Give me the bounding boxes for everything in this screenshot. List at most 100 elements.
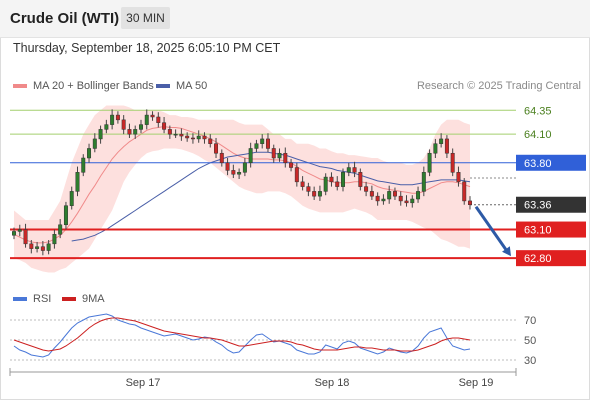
candle-body — [468, 200, 472, 205]
level-tag-62.80 — [516, 250, 586, 267]
x-tick-label: Sep 17 — [126, 377, 161, 389]
level-label-63.36: 63.36 — [524, 200, 552, 212]
candle-body — [381, 198, 386, 202]
candle-body — [225, 162, 230, 171]
candle-body — [358, 172, 363, 187]
candle-body — [196, 135, 201, 140]
rsi-swatch — [13, 297, 27, 301]
candle-body — [398, 195, 403, 202]
candle-body — [40, 246, 45, 251]
candle-body — [185, 135, 190, 139]
forecast-arrow-head — [502, 246, 511, 257]
candle-body — [444, 138, 449, 154]
rsi-ma-label: 9MA — [82, 293, 105, 305]
candle-body — [46, 243, 51, 251]
candle-body — [104, 124, 109, 130]
candle-body — [375, 195, 380, 202]
rsi-ma-line — [13, 317, 471, 352]
candle-body — [202, 135, 207, 140]
candle-body — [248, 148, 253, 164]
candle-body — [306, 186, 311, 192]
candle-body — [12, 231, 16, 236]
candle-body — [167, 129, 172, 135]
timestamp: Thursday, September 18, 2025 6:05:10 PM … — [13, 41, 281, 55]
candle-body — [69, 191, 74, 206]
candle-body — [179, 133, 184, 137]
level-tag-63.36 — [516, 196, 586, 213]
bollinger-band-fill — [14, 105, 470, 273]
candle-body — [369, 191, 374, 197]
candle-body — [260, 138, 265, 144]
level-tag-63.10 — [516, 221, 586, 238]
candle-body — [17, 229, 22, 232]
candle-body — [392, 191, 397, 197]
candle-body — [121, 119, 126, 130]
candle-body — [439, 138, 444, 144]
x-tick-label: Sep 18 — [315, 377, 350, 389]
level-label-63.80: 63.80 — [524, 158, 552, 170]
candle-body — [289, 162, 294, 168]
candle-body — [133, 129, 138, 135]
candle-body — [271, 148, 276, 159]
candle-body — [283, 152, 288, 164]
candle-body — [387, 191, 392, 200]
instrument-title: Crude Oil (WTI) — [10, 10, 120, 27]
candle-body — [265, 138, 270, 149]
level-label-62.80: 62.80 — [524, 253, 552, 265]
x-tick-label: Sep 19 — [459, 377, 494, 389]
rsi-label: RSI — [33, 293, 52, 305]
candle-body — [341, 172, 345, 187]
candle-body — [110, 114, 115, 125]
candle-body — [323, 176, 328, 192]
research-credit: Research © 2025 Trading Central — [416, 80, 581, 92]
candle-body — [58, 224, 63, 235]
legend-rsi-ma: 9MA — [62, 293, 105, 305]
legend-bollinger: MA 20 + Bollinger Bands — [13, 80, 154, 92]
candle-body — [75, 172, 80, 192]
ma20-line — [13, 125, 471, 244]
candle-body — [144, 114, 149, 125]
legend-rsi: RSI — [13, 293, 51, 305]
candle-body — [254, 143, 259, 149]
candle-body — [294, 167, 299, 183]
bollinger-label: MA 20 + Bollinger Bands — [33, 80, 154, 92]
candle-body — [156, 116, 161, 123]
level-label-64.35: 64.35 — [524, 105, 552, 117]
candle-body — [462, 181, 467, 202]
candle-body — [52, 234, 57, 245]
candle-body — [35, 246, 40, 249]
candle-body — [450, 152, 455, 173]
rsi-tick-70: 70 — [524, 315, 536, 327]
timeframe-badge[interactable]: 30 MIN — [121, 7, 170, 29]
forecast-arrow-shaft — [474, 205, 509, 253]
candle-body — [277, 152, 282, 159]
ma50-swatch — [156, 84, 170, 88]
candle-body — [29, 243, 34, 249]
candle-body — [329, 176, 334, 183]
candle-body — [421, 172, 426, 192]
candle-body — [410, 198, 415, 204]
candle-body — [300, 181, 305, 187]
candle-body — [87, 148, 92, 159]
candle-body — [364, 186, 369, 192]
candle-body — [352, 167, 357, 173]
candle-body — [98, 129, 103, 140]
candle-body — [208, 138, 213, 144]
candle-body — [127, 129, 132, 135]
candle-body — [173, 133, 178, 136]
ma50-label: MA 50 — [176, 80, 208, 92]
level-label-63.10: 63.10 — [524, 225, 552, 237]
rsi-tick-50: 50 — [524, 335, 536, 347]
legend-ma50: MA 50 — [156, 80, 207, 92]
candle-body — [23, 229, 28, 245]
candle-body — [63, 205, 68, 226]
rsi-tick-30: 30 — [524, 355, 536, 367]
candle-body — [335, 181, 340, 187]
candle-body — [427, 152, 432, 173]
rsi-ma-swatch — [62, 297, 76, 301]
candle-body — [81, 157, 86, 173]
candle-body — [456, 172, 461, 183]
candle-body — [150, 114, 155, 118]
candle-body — [433, 143, 438, 154]
candle-body — [139, 124, 143, 130]
